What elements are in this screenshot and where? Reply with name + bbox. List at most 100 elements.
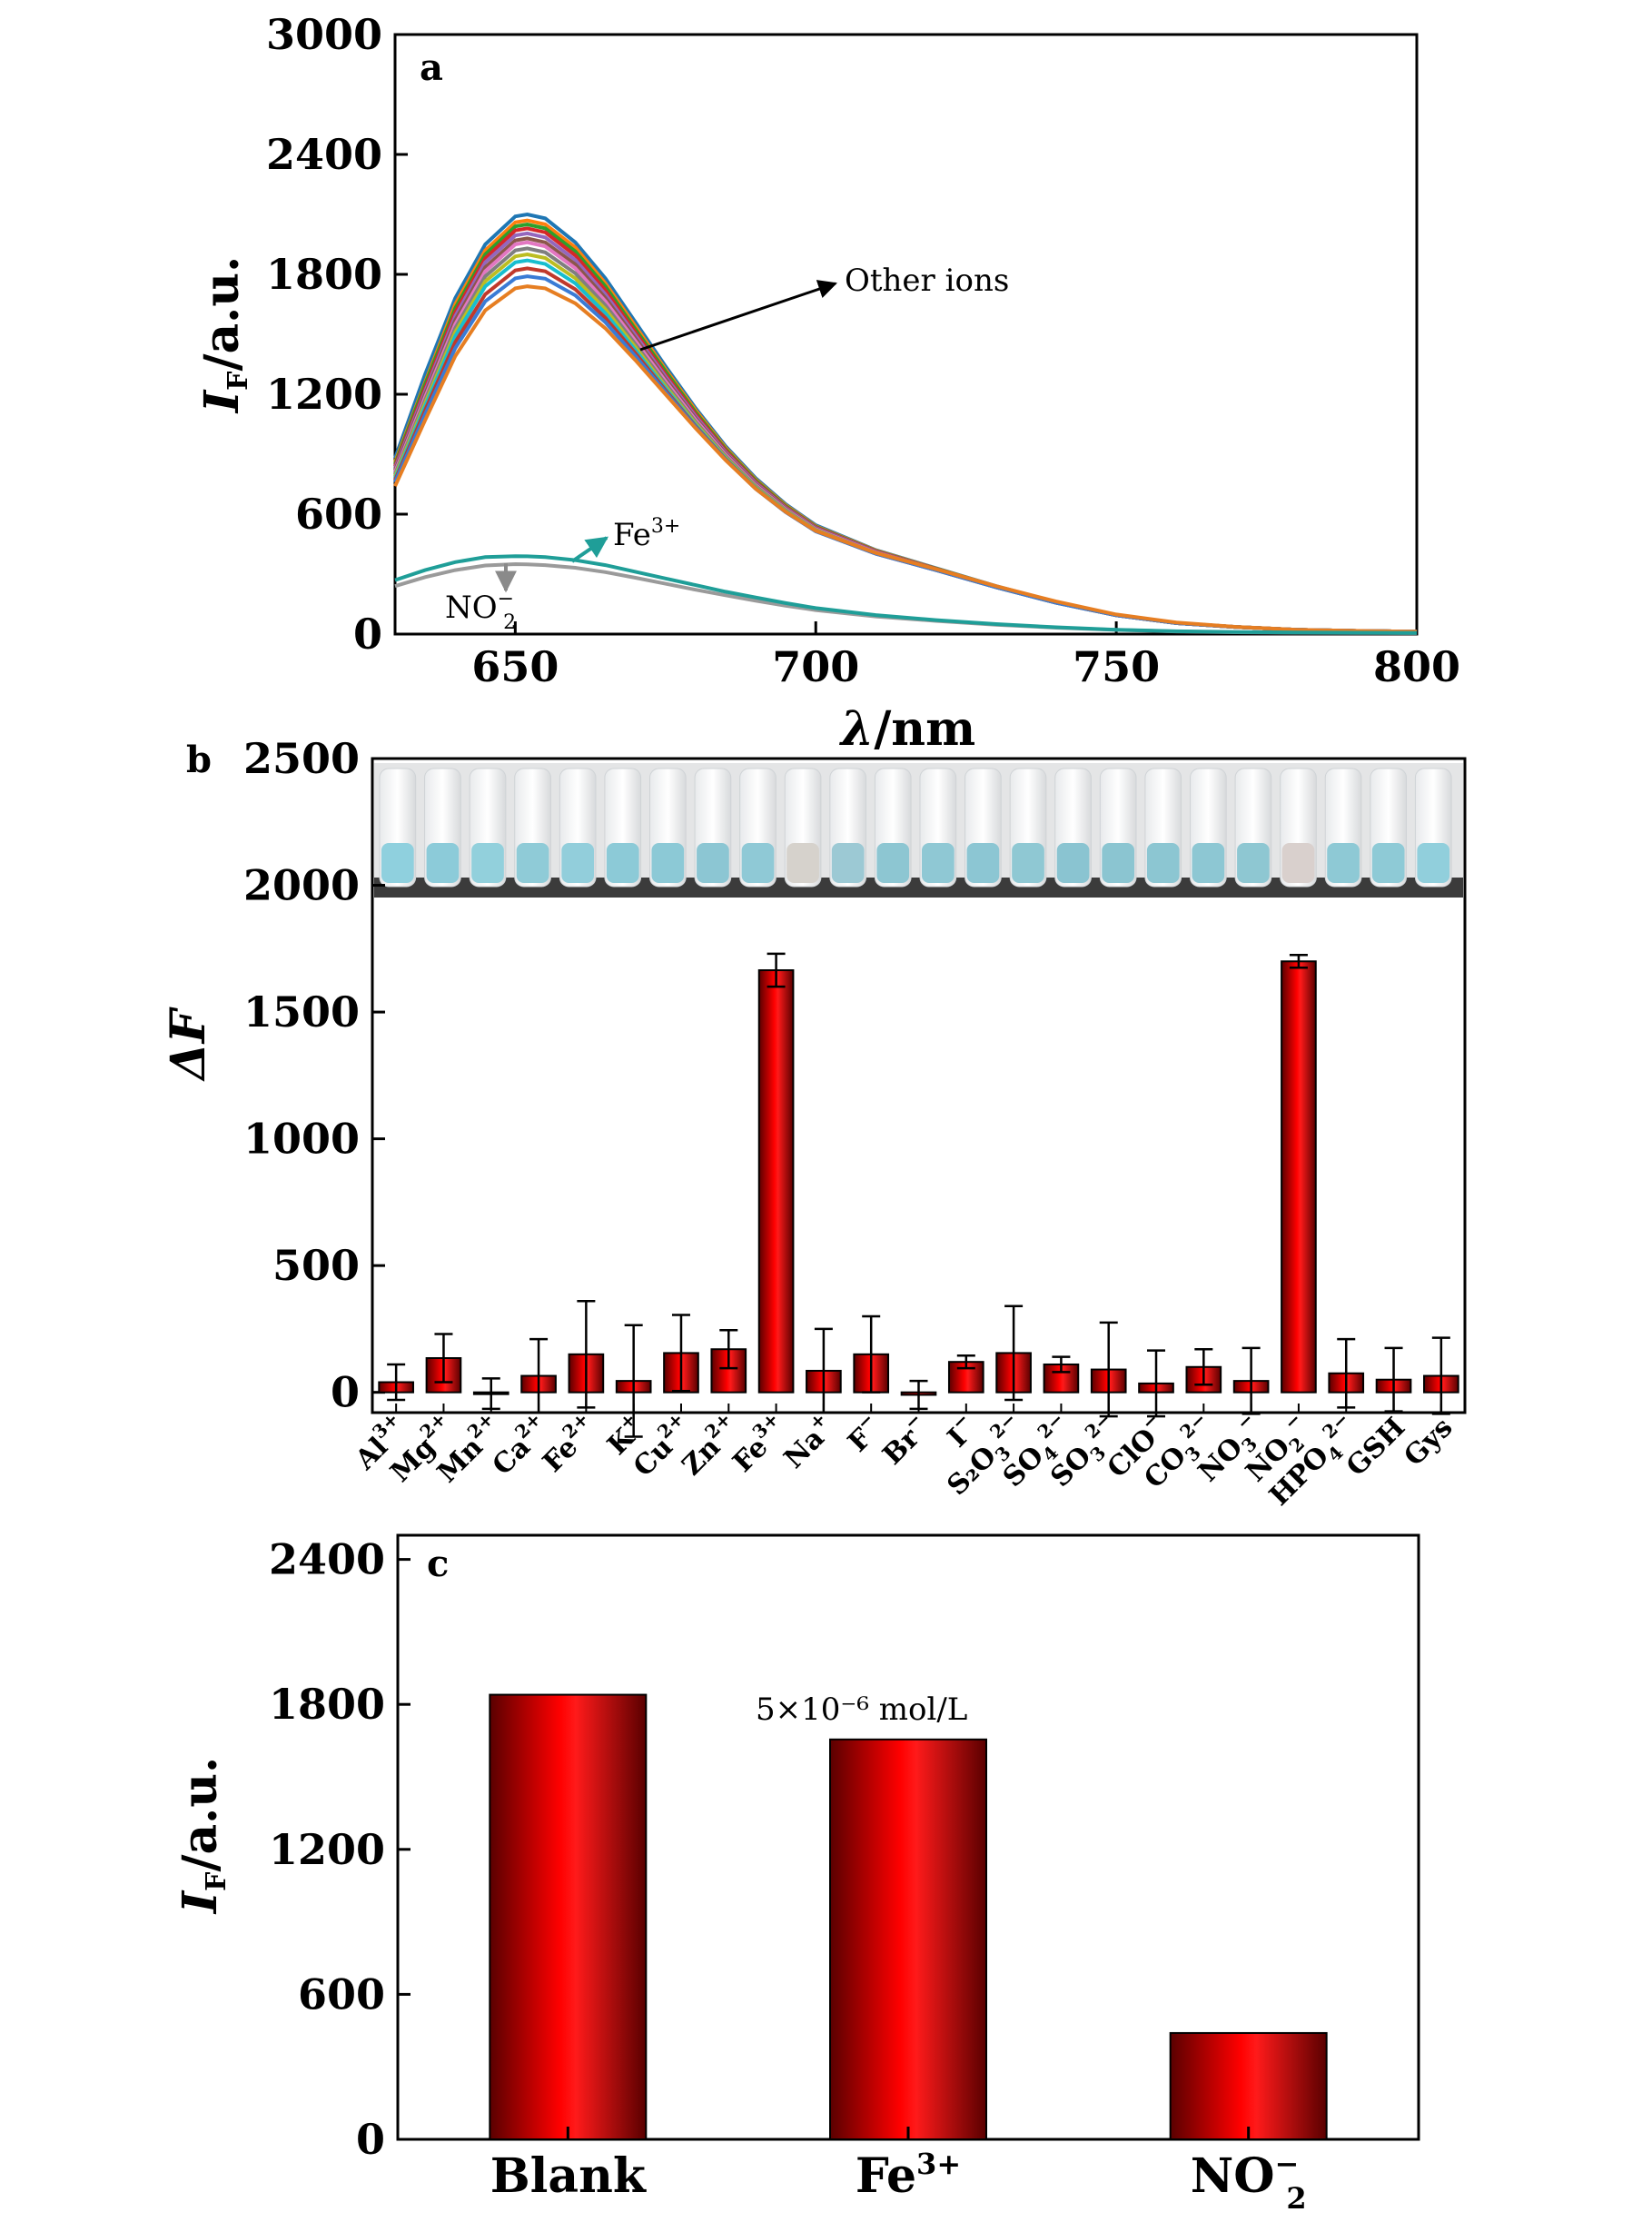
vial-solution xyxy=(561,843,594,883)
category-label: Br− xyxy=(873,1408,936,1472)
c-ytick-label: 1800 xyxy=(269,1680,385,1729)
vial-solution xyxy=(1012,843,1044,883)
delta-f-bar xyxy=(757,969,795,1394)
panel-c-bars xyxy=(489,1693,1328,2141)
a-ylabel-rest: /a.u. xyxy=(194,256,250,372)
panel-c-categories: Blank Fe3+ NO− 2 xyxy=(490,2147,1307,2216)
a-ytick-label: 1200 xyxy=(266,370,382,419)
vial-solution xyxy=(651,843,685,883)
vial-solution xyxy=(426,843,460,883)
a-xtick-label: 700 xyxy=(772,642,859,691)
spectrum-line xyxy=(393,266,1418,634)
vial-solution xyxy=(381,843,414,883)
panel-b-bars xyxy=(378,952,1459,1438)
vial-solution xyxy=(966,843,1000,883)
panel-b: b 0 500 1000 1500 2000 2500 Al3+Mg2+Mn2+Ca2+F… xyxy=(161,734,1467,1513)
spectrum-line-no2 xyxy=(394,561,1418,635)
panel-a-ticks: 0 600 1200 1800 2400 3000 650 700 750 800 xyxy=(266,10,1460,691)
vial-photo xyxy=(374,763,1463,898)
b-ytick-label: 1500 xyxy=(243,987,360,1037)
vial-solution xyxy=(1192,843,1225,883)
b-ytick-label: 0 xyxy=(331,1368,360,1417)
other-ions-arrow xyxy=(639,280,837,352)
vial-solution xyxy=(471,843,504,883)
spectrum-line xyxy=(393,240,1418,634)
panel-a-spectra xyxy=(393,212,1418,635)
c-ylabel-sub: F xyxy=(201,1872,232,1891)
a-ytick-label: 1800 xyxy=(266,250,382,299)
fe-annotation: Fe3+ xyxy=(613,515,680,553)
spectrum-line xyxy=(393,258,1418,634)
vial-solution xyxy=(1371,843,1405,883)
panel-c-label: c xyxy=(427,1543,449,1585)
a-ytick-label: 0 xyxy=(353,610,382,659)
delta-f-bar xyxy=(1281,960,1317,1394)
spectrum-line xyxy=(393,252,1418,634)
category-label: Fe2+ xyxy=(533,1408,604,1479)
vial-solution xyxy=(1281,843,1315,883)
panel-b-y-label: ΔF xyxy=(161,1007,216,1082)
category-label: Gys xyxy=(1398,1412,1459,1473)
intensity-bar xyxy=(829,1738,987,2141)
panel-a: a 0 600 1200 1800 2400 3000 650 700 750 800 IF/a.… xyxy=(194,10,1460,757)
panel-c-ticks: 0 600 1200 1800 2400 xyxy=(269,1535,411,2164)
a-xtick-label: 650 xyxy=(471,642,559,691)
vial-solution xyxy=(922,843,955,883)
panel-c-y-label: IF/a.u. xyxy=(173,1757,232,1915)
panel-a-y-label: IF/a.u. xyxy=(194,256,254,414)
no2-annotation: NO− 2 xyxy=(445,588,516,634)
c-ytick-label: 1200 xyxy=(269,1825,385,1874)
c-ytick-label: 0 xyxy=(356,2115,385,2164)
spectrum-line-fe3 xyxy=(394,554,1418,635)
a-xtick-label: 750 xyxy=(1073,642,1160,691)
c-ylabel-rest: /a.u. xyxy=(173,1757,228,1872)
spectrum-line xyxy=(393,274,1418,634)
vial-solution xyxy=(697,843,729,883)
vial-solution xyxy=(741,843,775,883)
a-ytick-label: 600 xyxy=(295,490,382,539)
a-ylabel-main: I xyxy=(194,389,250,414)
spectrum-line xyxy=(393,246,1418,634)
category-label: Fe3+ xyxy=(723,1408,794,1479)
a-ylabel-sub: F xyxy=(223,372,254,391)
panel-c-annotation: 5×10⁻⁶ mol/L xyxy=(756,1691,967,1728)
c-ylabel-main: I xyxy=(173,1890,228,1915)
c-ytick-label: 600 xyxy=(298,1969,385,2019)
other-ions-annotation: Other ions xyxy=(845,263,1009,299)
vial-solution xyxy=(786,843,819,883)
panel-a-x-label: λ/nm xyxy=(839,701,975,757)
c-ytick-label: 2400 xyxy=(269,1535,385,1584)
panel-b-label: b xyxy=(186,739,212,781)
category-label: Blank xyxy=(490,2148,647,2204)
a-ytick-label: 2400 xyxy=(266,130,382,179)
category-label: NO− 2 xyxy=(1191,2147,1307,2216)
vial-solution xyxy=(1146,843,1180,883)
b-ytick-label: 500 xyxy=(272,1241,360,1290)
category-label: Fe3+ xyxy=(856,2147,961,2204)
vial-solution xyxy=(1056,843,1090,883)
b-ytick-label: 1000 xyxy=(243,1115,360,1164)
intensity-bar xyxy=(1169,2031,1328,2140)
spectrum-line xyxy=(393,284,1418,634)
vial-solution xyxy=(1417,843,1450,883)
b-ytick-label: 2500 xyxy=(243,734,360,783)
vial-solution xyxy=(1327,843,1360,883)
panel-b-categories: Al3+Mg2+Mn2+Ca2+Fe2+ K+Cu2+Zn2+Fe3+Na+F−B… xyxy=(349,1408,1459,1513)
a-xtick-label: 800 xyxy=(1373,642,1460,691)
category-label: Na+ xyxy=(775,1408,842,1475)
photo-tray xyxy=(374,878,1463,898)
intensity-bar xyxy=(489,1693,648,2141)
panel-a-frame xyxy=(393,33,1419,636)
vial-solution xyxy=(831,843,865,883)
vial-solution xyxy=(606,843,639,883)
vial-solution xyxy=(1102,843,1134,883)
a-ytick-label: 3000 xyxy=(266,10,382,59)
fe-arrow xyxy=(570,536,608,563)
a-xlabel-symbol: λ xyxy=(839,701,874,757)
panel-a-label: a xyxy=(420,46,443,89)
b-ytick-label: 2000 xyxy=(243,861,360,910)
vial-solution xyxy=(876,843,910,883)
panel-b-ticks: 0 500 1000 1500 2000 2500 xyxy=(243,734,385,1417)
